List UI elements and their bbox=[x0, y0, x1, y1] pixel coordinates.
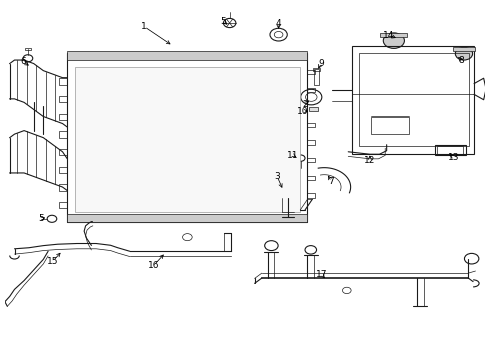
Bar bbox=[309, 107, 318, 111]
Bar bbox=[314, 69, 319, 85]
Circle shape bbox=[455, 48, 473, 60]
Text: 6: 6 bbox=[20, 57, 26, 66]
Bar bbox=[307, 193, 315, 198]
Bar bbox=[59, 131, 67, 138]
Bar bbox=[307, 176, 315, 180]
Text: 15: 15 bbox=[47, 257, 59, 266]
Bar bbox=[74, 67, 300, 212]
Bar bbox=[59, 184, 67, 190]
Bar bbox=[435, 145, 466, 155]
Bar bbox=[307, 70, 315, 74]
Bar bbox=[59, 149, 67, 155]
Bar bbox=[359, 53, 469, 147]
Bar bbox=[59, 78, 67, 85]
Bar bbox=[59, 202, 67, 208]
Bar bbox=[453, 48, 474, 51]
Text: 4: 4 bbox=[276, 18, 281, 27]
Text: 3: 3 bbox=[274, 172, 280, 181]
Bar bbox=[371, 117, 409, 134]
Bar bbox=[307, 158, 315, 162]
Text: 5: 5 bbox=[220, 17, 226, 26]
Bar bbox=[59, 96, 67, 102]
Text: 1: 1 bbox=[141, 22, 147, 31]
Bar bbox=[25, 48, 31, 50]
Bar bbox=[67, 51, 307, 60]
Bar bbox=[307, 123, 315, 127]
Text: 11: 11 bbox=[287, 151, 299, 160]
Circle shape bbox=[383, 33, 404, 48]
Text: 8: 8 bbox=[458, 55, 464, 64]
Text: 17: 17 bbox=[316, 270, 328, 279]
Bar bbox=[437, 147, 464, 154]
Text: 10: 10 bbox=[297, 107, 308, 116]
Bar bbox=[307, 140, 315, 145]
Bar bbox=[67, 213, 307, 222]
Text: 7: 7 bbox=[329, 177, 334, 186]
Text: 16: 16 bbox=[148, 261, 160, 270]
Text: 13: 13 bbox=[448, 153, 460, 162]
Text: 14: 14 bbox=[383, 31, 395, 40]
Bar bbox=[307, 87, 315, 92]
Text: 9: 9 bbox=[318, 59, 324, 68]
Text: 12: 12 bbox=[364, 156, 375, 165]
Bar bbox=[313, 68, 320, 71]
Bar bbox=[352, 46, 474, 154]
Bar bbox=[59, 167, 67, 173]
Text: 5: 5 bbox=[38, 214, 44, 223]
Bar bbox=[380, 33, 407, 37]
Text: 2: 2 bbox=[302, 100, 308, 109]
Bar bbox=[59, 114, 67, 120]
